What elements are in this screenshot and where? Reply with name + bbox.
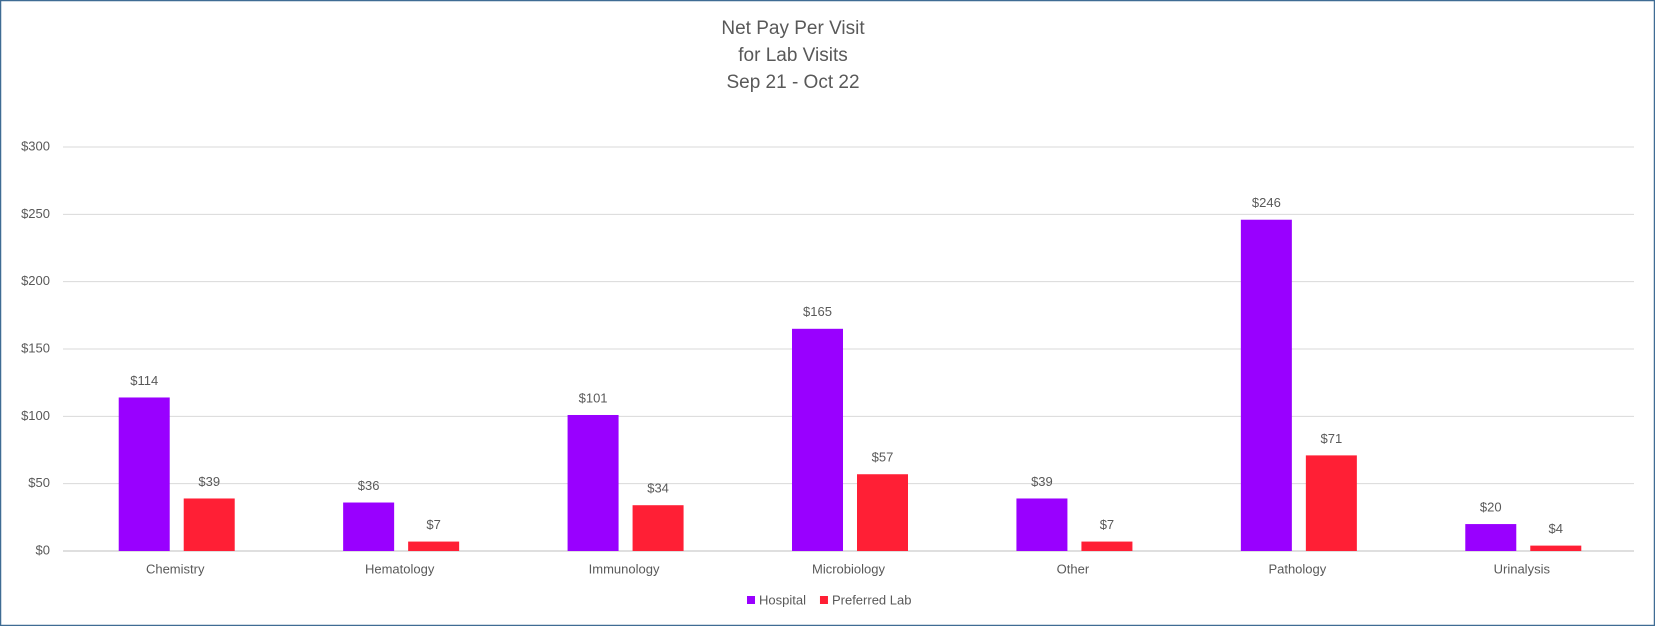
x-tick-label: Other [1057, 561, 1090, 576]
chart-title: for Lab Visits [738, 45, 847, 66]
data-label: $71 [1321, 431, 1343, 446]
data-label: $7 [426, 517, 440, 532]
y-tick-label: $100 [21, 408, 50, 423]
y-tick-label: $150 [21, 340, 50, 355]
data-label: $101 [579, 390, 608, 405]
bar [1465, 524, 1517, 551]
y-tick-label: $300 [21, 138, 50, 153]
bar [343, 502, 395, 551]
data-label: $114 [130, 373, 158, 388]
data-label: $34 [647, 481, 669, 496]
x-tick-label: Immunology [589, 561, 660, 576]
legend-swatch [747, 596, 755, 604]
data-label: $4 [1549, 521, 1563, 536]
bar [1016, 498, 1068, 551]
x-tick-label: Microbiology [812, 561, 885, 576]
bar [1240, 219, 1292, 551]
data-label: $165 [803, 304, 832, 319]
y-tick-label: $50 [28, 475, 50, 490]
x-tick-label: Urinalysis [1494, 561, 1551, 576]
bar [857, 474, 908, 551]
chart-title: Net Pay Per Visit [721, 18, 865, 39]
bar [1081, 541, 1133, 551]
bar [408, 541, 460, 551]
legend-label: Preferred Lab [832, 592, 912, 607]
x-tick-label: Pathology [1268, 561, 1326, 576]
chart-title: Sep 21 - Oct 22 [726, 72, 859, 93]
data-label: $36 [358, 478, 380, 493]
data-label: $7 [1100, 517, 1114, 532]
x-tick-label: Hematology [365, 561, 435, 576]
y-tick-label: $200 [21, 273, 50, 288]
bar [1530, 545, 1582, 551]
bar [792, 328, 843, 551]
bar [183, 498, 235, 551]
x-tick-label: Chemistry [146, 561, 205, 576]
data-label: $246 [1252, 195, 1281, 210]
legend-label: Hospital [759, 592, 806, 607]
y-tick-label: $250 [21, 206, 50, 221]
data-label: $39 [198, 474, 220, 489]
data-label: $57 [872, 450, 894, 465]
bar [1305, 455, 1357, 551]
legend-swatch [819, 596, 828, 604]
bar [118, 397, 170, 551]
bar [632, 505, 684, 551]
bar [567, 414, 619, 551]
data-label: $39 [1031, 474, 1053, 489]
y-tick-label: $0 [36, 542, 50, 557]
data-label: $20 [1480, 500, 1502, 515]
